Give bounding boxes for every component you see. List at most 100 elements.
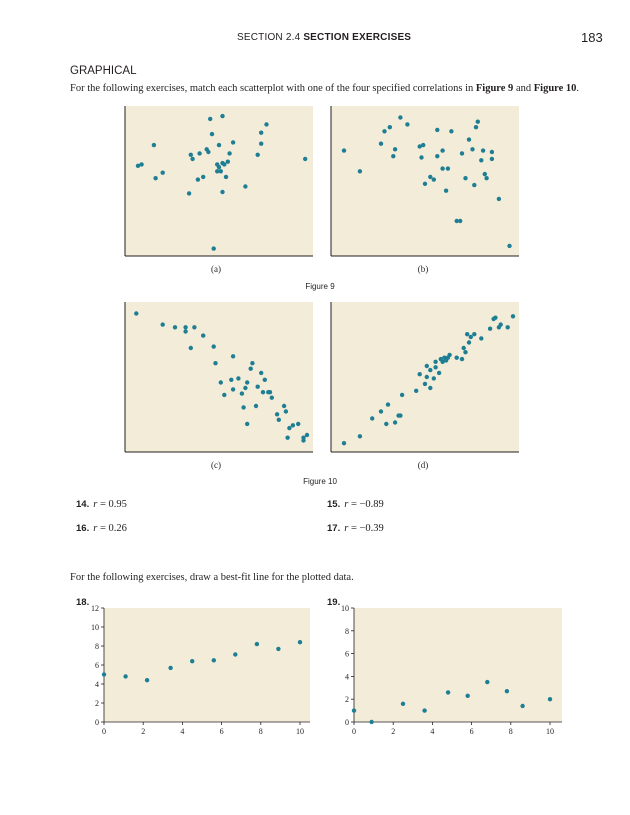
exercise-16: 16. r = 0.26	[76, 523, 127, 534]
chart-18: 0 2 4 6 8 10 0 2 4 6 8 10 12	[91, 604, 310, 736]
data-point	[428, 385, 433, 391]
data-point	[473, 125, 479, 130]
section-title: SECTION EXERCISES	[303, 32, 412, 43]
panel-background	[125, 106, 313, 256]
data-point	[297, 640, 303, 645]
data-point	[370, 416, 375, 421]
panel-background	[331, 106, 519, 256]
data-point	[213, 361, 218, 366]
data-point	[428, 367, 433, 373]
data-point	[230, 140, 236, 145]
chart-19-number: 19.	[327, 597, 341, 608]
data-point	[254, 641, 260, 647]
y-tick-label: 0	[345, 718, 349, 727]
data-point	[454, 355, 459, 360]
data-point	[357, 169, 363, 174]
panel-background	[125, 302, 313, 452]
exercise-number: 14.	[76, 499, 90, 510]
data-point	[206, 149, 211, 155]
data-point	[449, 129, 454, 134]
data-point	[505, 325, 510, 330]
exercise-15: 15. r = −0.89	[327, 499, 384, 510]
variable-r: r	[93, 499, 98, 510]
x-tick-label: 10	[296, 727, 304, 736]
data-point	[422, 381, 428, 387]
figure9-caption: Figure 9	[305, 282, 335, 291]
y-tick-label: 0	[95, 718, 99, 727]
data-point	[183, 325, 188, 330]
data-point	[357, 434, 363, 439]
y-tick-label: 4	[95, 680, 99, 689]
data-point	[274, 412, 280, 417]
data-point	[398, 413, 403, 418]
variable-r: r	[344, 499, 349, 510]
data-point	[211, 658, 216, 663]
data-point	[250, 361, 255, 366]
data-point	[398, 115, 403, 120]
data-point	[436, 370, 442, 376]
data-point	[466, 340, 472, 345]
data-point	[285, 435, 290, 440]
data-point	[153, 176, 158, 181]
data-point	[281, 403, 287, 409]
page-number: 183	[581, 30, 603, 45]
data-point	[431, 376, 436, 381]
data-point	[447, 352, 452, 358]
data-point	[218, 380, 223, 385]
data-point	[233, 652, 238, 657]
data-point	[440, 166, 445, 171]
y-tick-label: 8	[95, 642, 99, 651]
data-point	[259, 370, 264, 376]
data-point	[399, 392, 405, 398]
x-tick-label: 10	[546, 727, 554, 736]
data-point	[466, 137, 472, 142]
scatterplot-a	[124, 106, 313, 257]
data-point	[459, 356, 465, 362]
data-point	[391, 154, 396, 159]
data-point	[510, 314, 516, 319]
exercise-17: 17. r = −0.39	[327, 523, 384, 534]
data-point	[489, 156, 495, 162]
chart-18-number: 18.	[76, 597, 90, 608]
data-point	[283, 409, 289, 414]
data-point	[172, 325, 178, 330]
instructions-text: For the following exercises, match each …	[70, 83, 476, 94]
x-tick-label: 2	[141, 727, 145, 736]
data-point	[134, 311, 139, 316]
chart-19: 0 2 4 6 8 10 0 2 4 6 8 10	[341, 604, 562, 736]
data-point	[419, 155, 424, 160]
y-tick-label: 10	[341, 604, 349, 613]
data-point	[168, 665, 173, 671]
data-point	[135, 163, 141, 168]
data-point	[183, 329, 188, 334]
data-point	[209, 131, 215, 137]
data-point	[218, 169, 223, 174]
data-point	[236, 376, 241, 381]
correlation-value: = −0.89	[348, 499, 384, 510]
x-tick-label: 0	[102, 727, 106, 736]
data-point	[243, 184, 248, 189]
data-point	[208, 116, 213, 122]
data-point	[303, 156, 308, 162]
data-point	[489, 149, 495, 155]
data-point	[445, 690, 451, 695]
data-point	[220, 113, 225, 119]
data-point	[482, 171, 487, 177]
data-point	[222, 392, 227, 398]
x-tick-label: 6	[470, 727, 474, 736]
data-point	[195, 177, 201, 182]
data-point	[227, 151, 232, 156]
data-point	[378, 141, 384, 146]
figure10-caption: Figure 10	[303, 477, 337, 486]
correlation-value: = 0.26	[97, 523, 127, 534]
data-point	[385, 402, 391, 407]
data-point	[454, 218, 459, 224]
data-point	[440, 359, 445, 364]
data-point	[547, 697, 553, 702]
y-tick-label: 6	[345, 650, 349, 659]
data-point	[276, 646, 281, 652]
data-point	[287, 425, 292, 431]
data-point	[201, 333, 206, 338]
data-point	[400, 701, 406, 706]
data-point	[422, 708, 427, 713]
